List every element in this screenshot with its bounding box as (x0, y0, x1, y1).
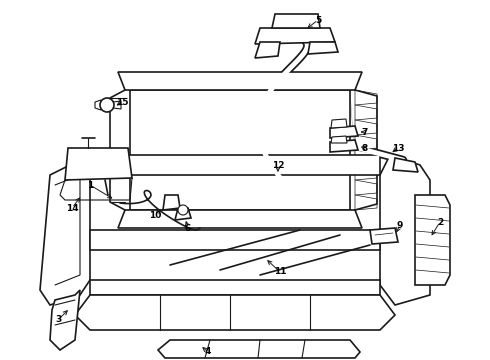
Text: 8: 8 (362, 144, 368, 153)
Polygon shape (255, 42, 280, 58)
Text: 10: 10 (149, 211, 161, 220)
Polygon shape (331, 136, 347, 143)
Polygon shape (113, 101, 121, 109)
Polygon shape (355, 90, 377, 105)
Polygon shape (355, 135, 377, 150)
Text: 3: 3 (55, 315, 61, 324)
Text: 7: 7 (362, 127, 368, 136)
Polygon shape (272, 14, 320, 28)
Polygon shape (380, 155, 430, 305)
Circle shape (178, 205, 188, 215)
Text: 12: 12 (272, 161, 284, 170)
Polygon shape (355, 120, 377, 135)
Circle shape (100, 98, 114, 112)
Polygon shape (90, 230, 380, 250)
Text: 4: 4 (205, 347, 211, 356)
Text: 9: 9 (397, 220, 403, 230)
Polygon shape (355, 105, 377, 120)
Polygon shape (65, 148, 132, 180)
Text: 5: 5 (315, 15, 321, 24)
Text: 11: 11 (274, 267, 286, 276)
Polygon shape (130, 90, 350, 210)
Polygon shape (75, 295, 395, 330)
Polygon shape (90, 155, 380, 175)
Polygon shape (330, 140, 358, 152)
Polygon shape (118, 210, 362, 228)
Polygon shape (175, 208, 191, 220)
Polygon shape (355, 180, 377, 195)
Polygon shape (90, 280, 380, 295)
Polygon shape (95, 100, 101, 110)
Polygon shape (355, 195, 377, 210)
Polygon shape (355, 165, 377, 180)
Polygon shape (40, 155, 90, 305)
Text: 2: 2 (437, 217, 443, 226)
Text: 6: 6 (185, 224, 191, 233)
Polygon shape (158, 340, 360, 358)
Text: 15: 15 (116, 98, 128, 107)
Polygon shape (415, 195, 450, 285)
Polygon shape (355, 150, 377, 165)
Polygon shape (330, 126, 358, 138)
Polygon shape (331, 119, 347, 128)
Polygon shape (370, 228, 398, 244)
Polygon shape (308, 42, 338, 54)
Text: 14: 14 (66, 203, 78, 212)
Polygon shape (118, 72, 362, 90)
Text: 1: 1 (87, 180, 93, 189)
Polygon shape (50, 290, 80, 350)
Polygon shape (255, 28, 335, 44)
Polygon shape (163, 195, 180, 210)
Polygon shape (393, 158, 418, 172)
Text: 13: 13 (392, 144, 404, 153)
